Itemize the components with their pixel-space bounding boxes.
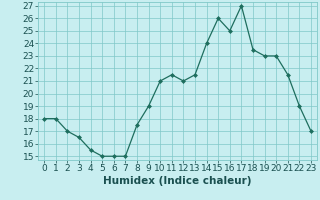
- X-axis label: Humidex (Indice chaleur): Humidex (Indice chaleur): [103, 176, 252, 186]
